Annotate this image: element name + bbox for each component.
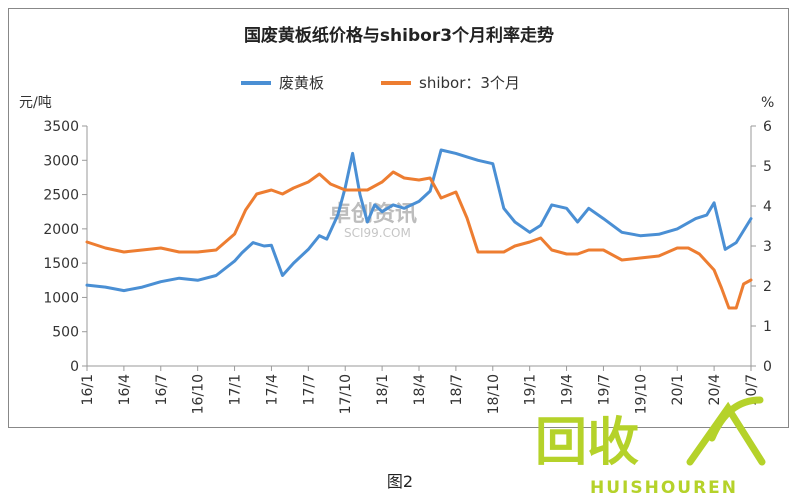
- x-tick-label: 20/1: [670, 374, 686, 405]
- x-tick-label: 16/1: [80, 374, 96, 405]
- right-tick-label: 0: [763, 359, 772, 375]
- x-tick-label: 16/10: [191, 374, 207, 414]
- chart-frame: 国废黄板纸价格与shibor3个月利率走势 废黄板 shibor：3个月 元/吨…: [8, 8, 789, 428]
- left-tick-label: 3500: [43, 119, 79, 135]
- chart: 国废黄板纸价格与shibor3个月利率走势 废黄板 shibor：3个月 元/吨…: [19, 25, 774, 414]
- x-tick-label: 18/7: [449, 374, 465, 405]
- x-tick-label: 20/4: [707, 374, 723, 406]
- right-tick-label: 5: [763, 159, 772, 175]
- left-axis-unit: 元/吨: [19, 95, 52, 111]
- x-tick-label: 19/7: [596, 374, 612, 405]
- right-tick-label: 3: [763, 239, 772, 255]
- left-tick-label: 1500: [43, 256, 79, 272]
- x-tick-label: 20/7: [744, 374, 760, 405]
- right-tick-label: 2: [763, 279, 772, 295]
- x-tick-label: 19/10: [633, 374, 649, 414]
- x-tick-label: 17/4: [264, 374, 280, 406]
- left-tick-label: 500: [52, 325, 79, 341]
- x-tick-label: 18/4: [412, 374, 428, 406]
- left-tick-label: 2000: [43, 222, 79, 238]
- left-tick-label: 0: [70, 359, 79, 375]
- legend-label-waste-paper: 废黄板: [279, 74, 324, 92]
- left-tick-label: 2500: [43, 188, 79, 204]
- x-tick-label: 18/1: [375, 374, 391, 405]
- series-line-waste-paper: [85, 148, 753, 293]
- axes: 0 500 1000 1500 2000 2500 3000 3500 0 1 2 3 4 5 6 16/1 1…: [43, 119, 772, 414]
- right-tick-label: 1: [763, 319, 772, 335]
- x-tick-label: 16/4: [117, 374, 133, 406]
- legend: 废黄板 shibor：3个月: [241, 74, 520, 92]
- right-tick-label: 4: [763, 199, 772, 215]
- series-line-shibor: [85, 170, 753, 310]
- x-tick-label: 18/10: [486, 374, 502, 414]
- series-layer: [85, 148, 753, 310]
- x-tick-label: 19/4: [560, 374, 576, 406]
- right-axis-unit: %: [761, 95, 774, 111]
- x-tick-label: 17/7: [301, 374, 317, 405]
- left-tick-label: 3000: [43, 153, 79, 169]
- x-tick-label: 17/1: [228, 374, 244, 405]
- watermark-sub-text: SCI99.COM: [344, 226, 411, 240]
- figure-caption: 图2: [386, 472, 414, 491]
- x-tick-label: 19/1: [523, 374, 539, 405]
- left-tick-label: 1000: [43, 290, 79, 306]
- chart-title: 国废黄板纸价格与shibor3个月利率走势: [244, 25, 554, 46]
- x-tick-label: 17/10: [338, 374, 354, 414]
- legend-label-shibor: shibor：3个月: [419, 74, 520, 92]
- right-tick-label: 6: [763, 119, 772, 135]
- x-tick-label: 16/7: [154, 374, 170, 405]
